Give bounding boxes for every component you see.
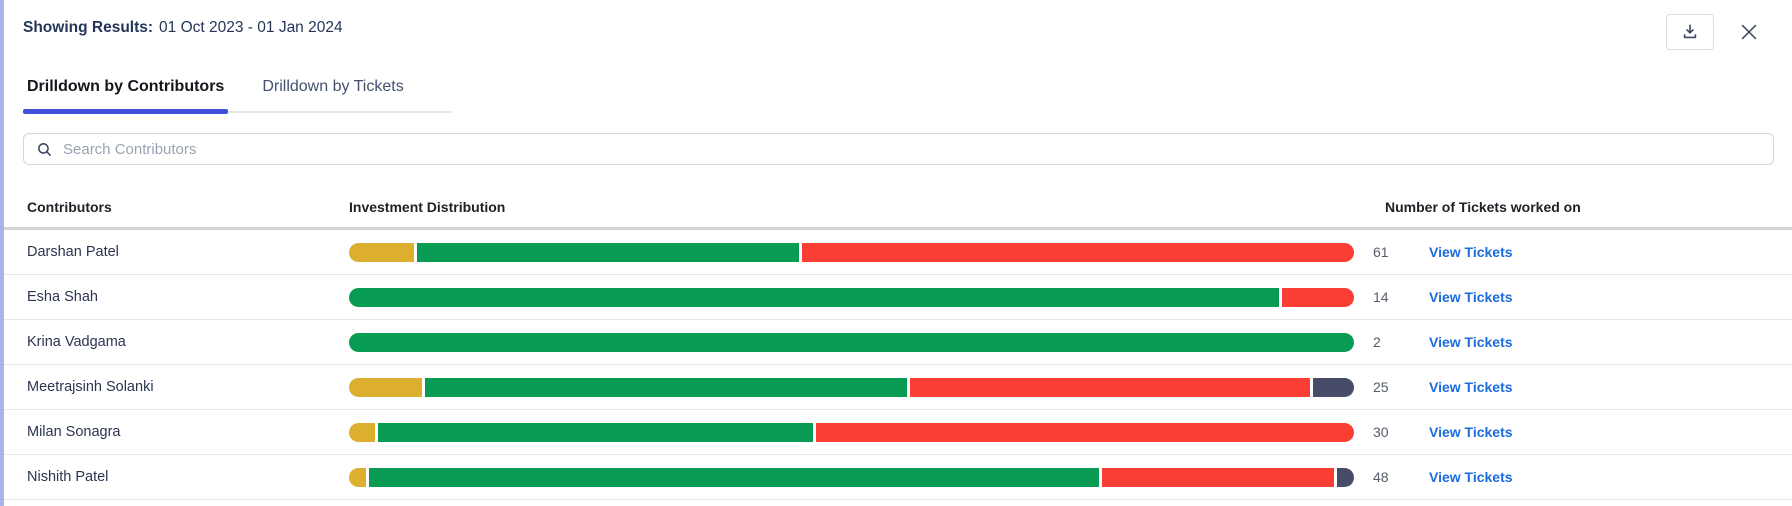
contributor-name: Milan Sonagra: [27, 424, 121, 440]
bar-segment-yellow: [349, 422, 376, 442]
bar-segment-dark: [1336, 467, 1354, 487]
search-input[interactable]: [63, 140, 1761, 158]
tickets-cell: 25 View Tickets: [1354, 379, 1792, 395]
tabs-row: Drilldown by Contributors Drilldown by T…: [4, 78, 1792, 114]
contributor-name: Darshan Patel: [27, 244, 119, 260]
date-range: 01 Oct 2023 - 01 Jan 2024: [159, 19, 343, 36]
search-wrap: [23, 133, 1774, 165]
investment-distribution-bar: [349, 242, 1354, 262]
tickets-cell: 61 View Tickets: [1354, 244, 1792, 260]
investment-distribution-bar: [349, 377, 1354, 397]
contributor-name: Meetrajsinh Solanki: [27, 379, 154, 395]
tab-drilldown-by-tickets[interactable]: Drilldown by Tickets: [258, 78, 407, 111]
tickets-cell: 2 View Tickets: [1354, 334, 1792, 350]
view-tickets-link[interactable]: View Tickets: [1429, 334, 1513, 350]
bar-segment-red: [1281, 287, 1354, 307]
view-tickets-link[interactable]: View Tickets: [1429, 424, 1513, 440]
bar-segment-yellow: [349, 242, 414, 262]
tickets-count: 25: [1373, 379, 1389, 395]
investment-distribution-bar: [349, 332, 1354, 352]
top-bar: Showing Results: 01 Oct 2023 - 01 Jan 202…: [4, 0, 1792, 50]
search-box: [23, 133, 1774, 165]
table-header: Contributors Investment Distribution Num…: [4, 199, 1792, 230]
tab-label: Drilldown by Contributors: [27, 78, 225, 95]
showing-results-label: Showing Results:: [23, 19, 154, 36]
bar-segment-green: [424, 377, 908, 397]
table-row: Krina Vadgama 2 View Tickets: [4, 320, 1792, 365]
table-row: Darshan Patel 61 View Tickets: [4, 230, 1792, 275]
tickets-count: 48: [1373, 469, 1389, 485]
table-row: Meetrajsinh Solanki 25 View Tickets: [4, 365, 1792, 410]
investment-distribution-bar: [349, 422, 1354, 442]
table-row: Esha Shah 14 View Tickets: [4, 275, 1792, 320]
investment-distribution-bar: [349, 287, 1354, 307]
column-header-number-of-tickets: Number of Tickets worked on: [1385, 199, 1581, 215]
tickets-count: 61: [1373, 244, 1389, 260]
bar-segment-red: [910, 377, 1310, 397]
tickets-cell: 14 View Tickets: [1354, 289, 1792, 305]
tab-label: Drilldown by Tickets: [262, 78, 404, 95]
close-icon: [1738, 21, 1760, 43]
bar-segment-green: [378, 422, 814, 442]
tickets-cell: 48 View Tickets: [1354, 469, 1792, 485]
tickets-count: 2: [1373, 334, 1381, 350]
bar-segment-red: [816, 422, 1354, 442]
contributor-name: Esha Shah: [27, 289, 98, 305]
bar-segment-red: [802, 242, 1354, 262]
bar-segment-green: [349, 332, 1354, 352]
view-tickets-link[interactable]: View Tickets: [1429, 379, 1513, 395]
bar-segment-yellow: [349, 377, 422, 397]
table-row: Milan Sonagra 30 View Tickets: [4, 410, 1792, 455]
investment-distribution-bar: [349, 467, 1354, 487]
download-icon: [1680, 22, 1700, 42]
bar-segment-red: [1102, 467, 1334, 487]
column-header-investment-distribution: Investment Distribution: [349, 199, 506, 215]
bar-segment-yellow: [349, 467, 367, 487]
tickets-count: 30: [1373, 424, 1389, 440]
tabs: Drilldown by Contributors Drilldown by T…: [23, 78, 452, 114]
view-tickets-link[interactable]: View Tickets: [1429, 289, 1513, 305]
close-button[interactable]: [1736, 19, 1762, 45]
view-tickets-link[interactable]: View Tickets: [1429, 469, 1513, 485]
contributor-name: Nishith Patel: [27, 469, 109, 485]
bar-segment-green: [416, 242, 800, 262]
tickets-cell: 30 View Tickets: [1354, 424, 1792, 440]
download-button[interactable]: [1666, 14, 1714, 50]
bar-segment-green: [369, 467, 1100, 487]
bar-segment-dark: [1312, 377, 1354, 397]
table-row: Nishith Patel 48 View Tickets: [4, 455, 1792, 500]
tab-drilldown-by-contributors[interactable]: Drilldown by Contributors: [23, 78, 229, 114]
search-icon: [36, 141, 53, 158]
bar-segment-green: [349, 287, 1279, 307]
table-body: Darshan Patel 61 View Tickets Esha Shah …: [4, 230, 1792, 500]
showing-results: Showing Results: 01 Oct 2023 - 01 Jan 202…: [23, 14, 343, 37]
active-tab-indicator: [23, 109, 229, 114]
tickets-count: 14: [1373, 289, 1389, 305]
top-actions: [1666, 14, 1762, 50]
view-tickets-link[interactable]: View Tickets: [1429, 244, 1513, 260]
column-header-contributors: Contributors: [27, 199, 112, 215]
contributor-name: Krina Vadgama: [27, 334, 126, 350]
